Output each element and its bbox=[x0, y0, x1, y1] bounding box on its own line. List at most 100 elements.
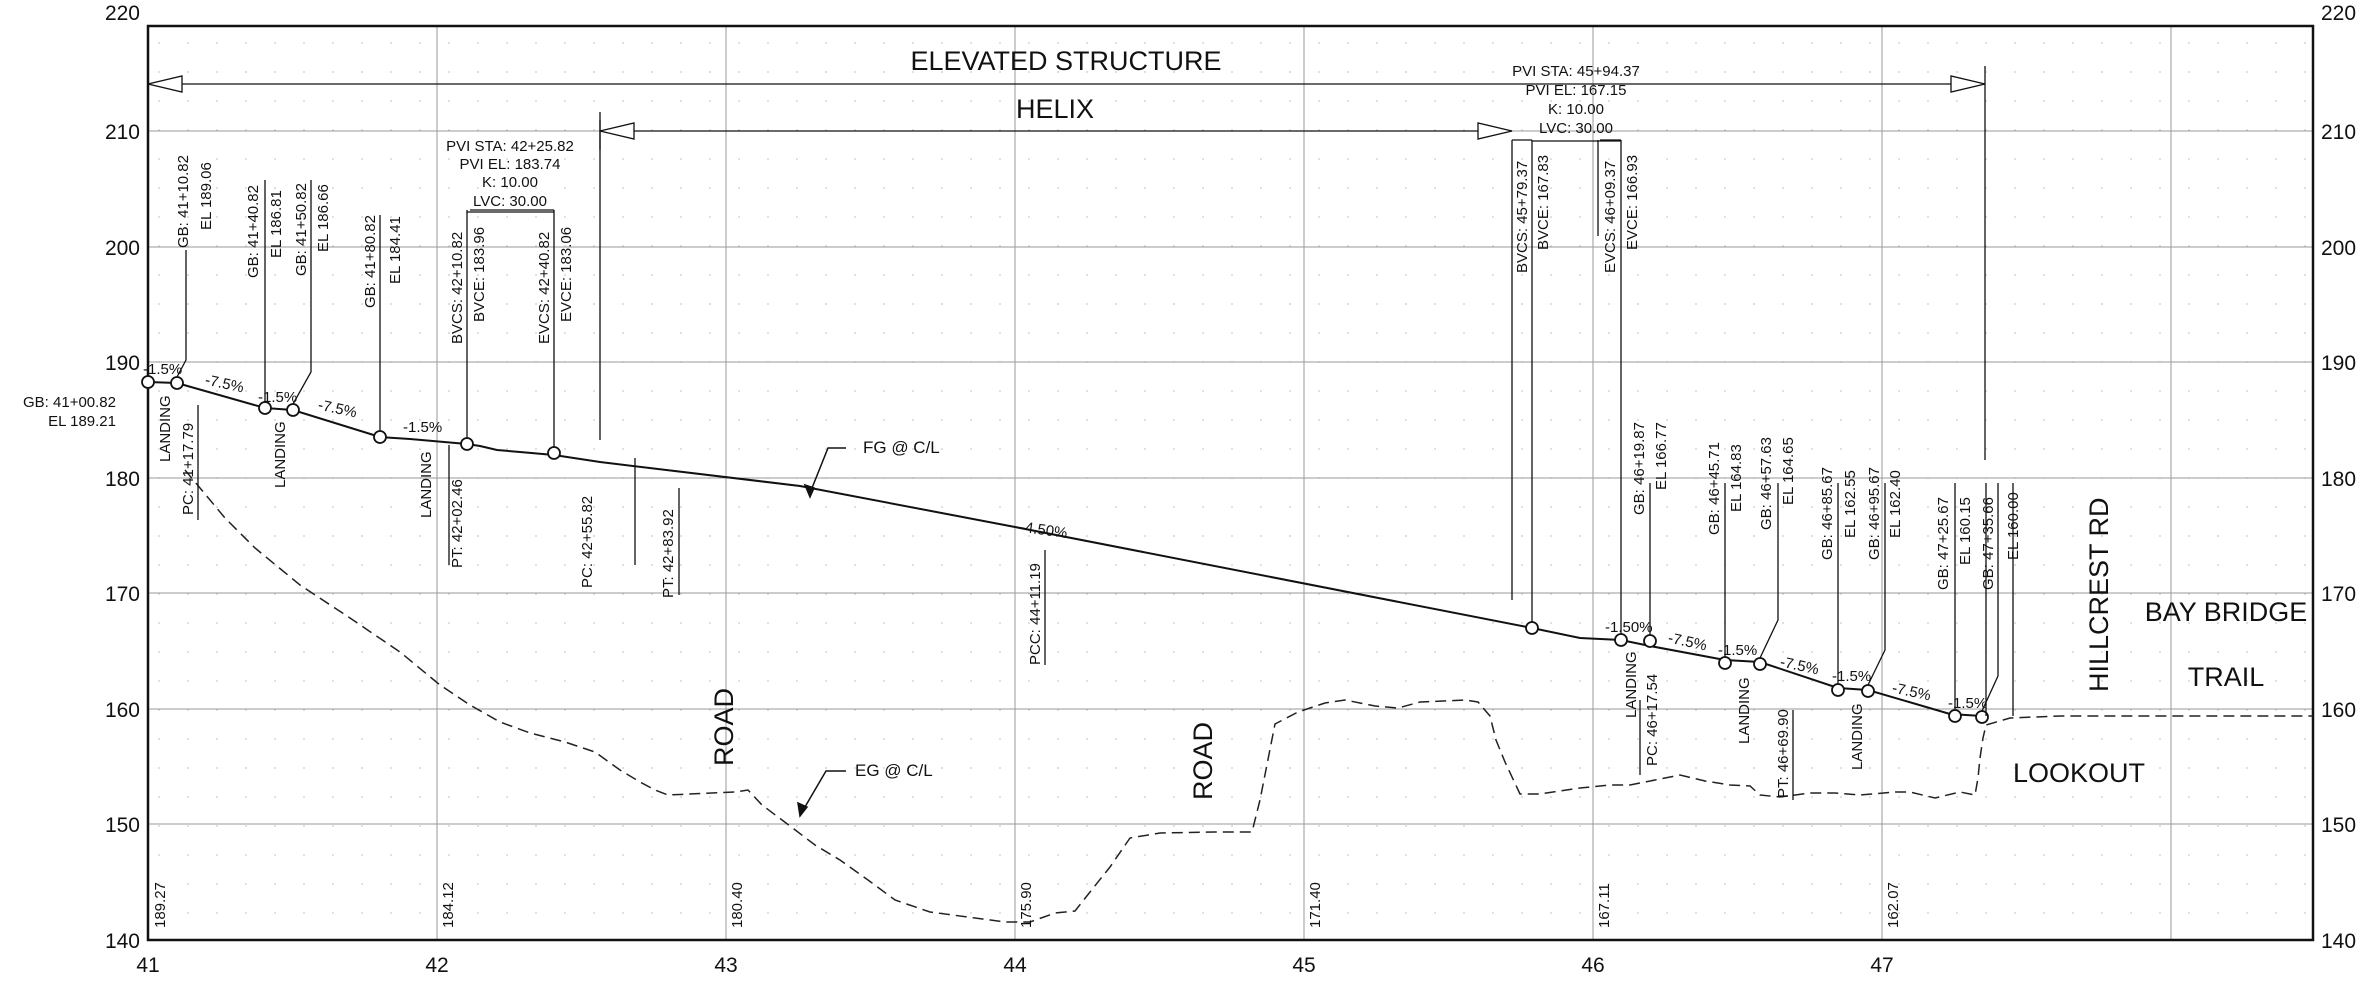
pt2-label: PT: 42+83.92 bbox=[660, 509, 677, 598]
pvi-1-block: PVI STA: 42+25.82 PVI EL: 183.74 K: 10.0… bbox=[446, 138, 574, 210]
eg-elev-label: 167.11 bbox=[1596, 883, 1613, 928]
gb9-sta-label: GB: 46+95.67 bbox=[1866, 467, 1883, 560]
fg-callout: FG @ C/L bbox=[863, 438, 940, 457]
y-tick-label: 190 bbox=[105, 352, 140, 375]
x-tick-label: 44 bbox=[1003, 954, 1027, 977]
x-tick-label: 47 bbox=[1870, 954, 1893, 977]
pvi-1-lvc: LVC: 30.00 bbox=[473, 193, 547, 210]
gb6-el-label: EL 164.83 bbox=[1728, 444, 1745, 512]
x-tick-label: 46 bbox=[1581, 954, 1604, 977]
pvi-2-el: PVI EL: 167.15 bbox=[1526, 82, 1627, 99]
grade-label: -1.5% bbox=[1718, 642, 1757, 659]
lvc-dimensions bbox=[467, 140, 1621, 213]
helix-label: HELIX bbox=[1016, 94, 1094, 124]
major-grid bbox=[148, 26, 2313, 940]
bvce1-label: BVCE: 183.96 bbox=[471, 227, 488, 322]
x-tick-label: 45 bbox=[1292, 954, 1315, 977]
elevated-structure-extent bbox=[147, 66, 1986, 460]
y-tick-label: 210 bbox=[2321, 121, 2356, 144]
gb1-el-label: EL 189.06 bbox=[198, 162, 215, 230]
road-label-1: ROAD bbox=[709, 688, 739, 766]
gb5-sta-label: GB: 46+19.87 bbox=[1631, 422, 1648, 515]
grade-label: -1.5% bbox=[1832, 668, 1871, 685]
pvi-2-block: PVI STA: 45+94.37 PVI EL: 167.15 K: 10.0… bbox=[1512, 63, 1640, 137]
pc3-label: PC: 46+17.54 bbox=[1644, 674, 1661, 766]
grade-label: -1.50% bbox=[1605, 619, 1653, 636]
y-tick-label: 170 bbox=[105, 583, 140, 606]
pcc-label: PCC: 44+11.19 bbox=[1027, 563, 1044, 665]
gb11-el-label: EL 160.00 bbox=[2005, 492, 2022, 560]
eg-elev-label: 171.40 bbox=[1307, 882, 1324, 928]
gb5-el-label: EL 166.77 bbox=[1653, 422, 1670, 490]
y-tick-label: 140 bbox=[105, 930, 140, 953]
gb11-sta-label: GB: 47+35.66 bbox=[1980, 497, 1997, 590]
bay-bridge-label: BAY BRIDGE bbox=[2145, 597, 2308, 627]
gb3-sta-label: GB: 41+50.82 bbox=[293, 183, 310, 276]
eg-elev-label: 189.27 bbox=[152, 882, 169, 928]
bvcs2-label: BVCS: 45+79.37 bbox=[1514, 161, 1531, 273]
gb8-sta-label: GB: 46+85.67 bbox=[1819, 467, 1836, 560]
evce2-label: EVCE: 166.93 bbox=[1624, 155, 1641, 250]
gb3-el-label: EL 186.66 bbox=[315, 184, 332, 252]
pvi-1-k: K: 10.00 bbox=[482, 174, 538, 191]
gb9-el-label: EL 162.40 bbox=[1887, 470, 1904, 538]
eg-elev-label: 184.12 bbox=[440, 882, 457, 928]
x-tick-label: 41 bbox=[136, 954, 159, 977]
road-label-2: ROAD bbox=[1188, 722, 1218, 800]
gb2-sta-label: GB: 41+40.82 bbox=[245, 185, 262, 278]
pvi-2-sta: PVI STA: 45+94.37 bbox=[1512, 63, 1640, 80]
y-tick-label: 220 bbox=[2321, 2, 2356, 25]
callout-leaders bbox=[797, 447, 846, 818]
landing-label: LANDING bbox=[272, 421, 289, 488]
gb-start-el: EL 189.21 bbox=[48, 413, 116, 430]
y-axis-right: 140 150 160 170 180 190 200 210 220 bbox=[2321, 2, 2356, 953]
elevated-structure-label: ELEVATED STRUCTURE bbox=[910, 46, 1221, 76]
grade-break-points bbox=[141, 375, 1989, 724]
pvi-1-el: PVI EL: 183.74 bbox=[460, 156, 561, 173]
leader-lines bbox=[176, 120, 2014, 800]
finished-grade-line bbox=[147, 381, 1983, 717]
y-axis-left: 140 150 160 170 180 190 200 210 220 bbox=[105, 2, 140, 953]
grade-label: -1.5% bbox=[1948, 695, 1987, 712]
existing-ground-line bbox=[184, 469, 2313, 923]
x-tick-label: 43 bbox=[714, 954, 737, 977]
y-tick-label: 190 bbox=[2321, 352, 2356, 375]
main-grade-label: -4.50% bbox=[1019, 519, 1068, 542]
evcs2-label: EVCS: 46+09.37 bbox=[1602, 161, 1619, 273]
hillcrest-rd-label: HILLCREST RD bbox=[2084, 497, 2114, 692]
y-tick-label: 200 bbox=[105, 237, 140, 260]
gb7-sta-label: GB: 46+57.63 bbox=[1758, 437, 1775, 530]
y-tick-label: 150 bbox=[105, 814, 140, 837]
grade-label: -1.5% bbox=[258, 389, 297, 406]
y-tick-label: 180 bbox=[105, 468, 140, 491]
vertical-annotations: GB: 41+10.82 EL 189.06 GB: 41+40.82 EL 1… bbox=[152, 155, 2022, 928]
landing-label: LANDING bbox=[418, 451, 435, 518]
gb1-sta-label: GB: 41+10.82 bbox=[175, 155, 192, 248]
pt1-label: PT: 42+02.46 bbox=[449, 479, 466, 568]
y-tick-label: 160 bbox=[2321, 699, 2356, 722]
bvce2-label: BVCE: 167.83 bbox=[1535, 155, 1552, 250]
pvi-2-k: K: 10.00 bbox=[1548, 101, 1604, 118]
gb-start-sta: GB: 41+00.82 bbox=[23, 394, 116, 411]
eg-elev-label: 180.40 bbox=[729, 882, 746, 928]
y-tick-label: 210 bbox=[105, 121, 140, 144]
pc2-label: PC: 42+55.82 bbox=[579, 496, 596, 588]
gb4-sta-label: GB: 41+80.82 bbox=[362, 215, 379, 308]
landing-label: LANDING bbox=[157, 395, 174, 462]
eg-elev-label: 175.90 bbox=[1018, 882, 1035, 928]
dot-grid bbox=[148, 26, 2313, 940]
y-tick-label: 200 bbox=[2321, 237, 2356, 260]
pvi-1-sta: PVI STA: 42+25.82 bbox=[446, 138, 574, 155]
pc1-label: PC: 41+17.79 bbox=[180, 423, 197, 515]
y-tick-label: 170 bbox=[2321, 583, 2356, 606]
landing-label: LANDING bbox=[1623, 651, 1640, 718]
y-tick-label: 160 bbox=[105, 699, 140, 722]
eg-callout: EG @ C/L bbox=[855, 761, 933, 780]
gb8-el-label: EL 162.55 bbox=[1842, 470, 1859, 538]
landing-label: LANDING bbox=[1849, 703, 1866, 770]
evcs1-label: EVCS: 42+40.82 bbox=[536, 232, 553, 344]
x-axis: 41 42 43 44 45 46 47 bbox=[136, 954, 1893, 977]
gb2-el-label: EL 186.81 bbox=[268, 190, 285, 258]
grade-label: -1.5% bbox=[403, 419, 442, 436]
